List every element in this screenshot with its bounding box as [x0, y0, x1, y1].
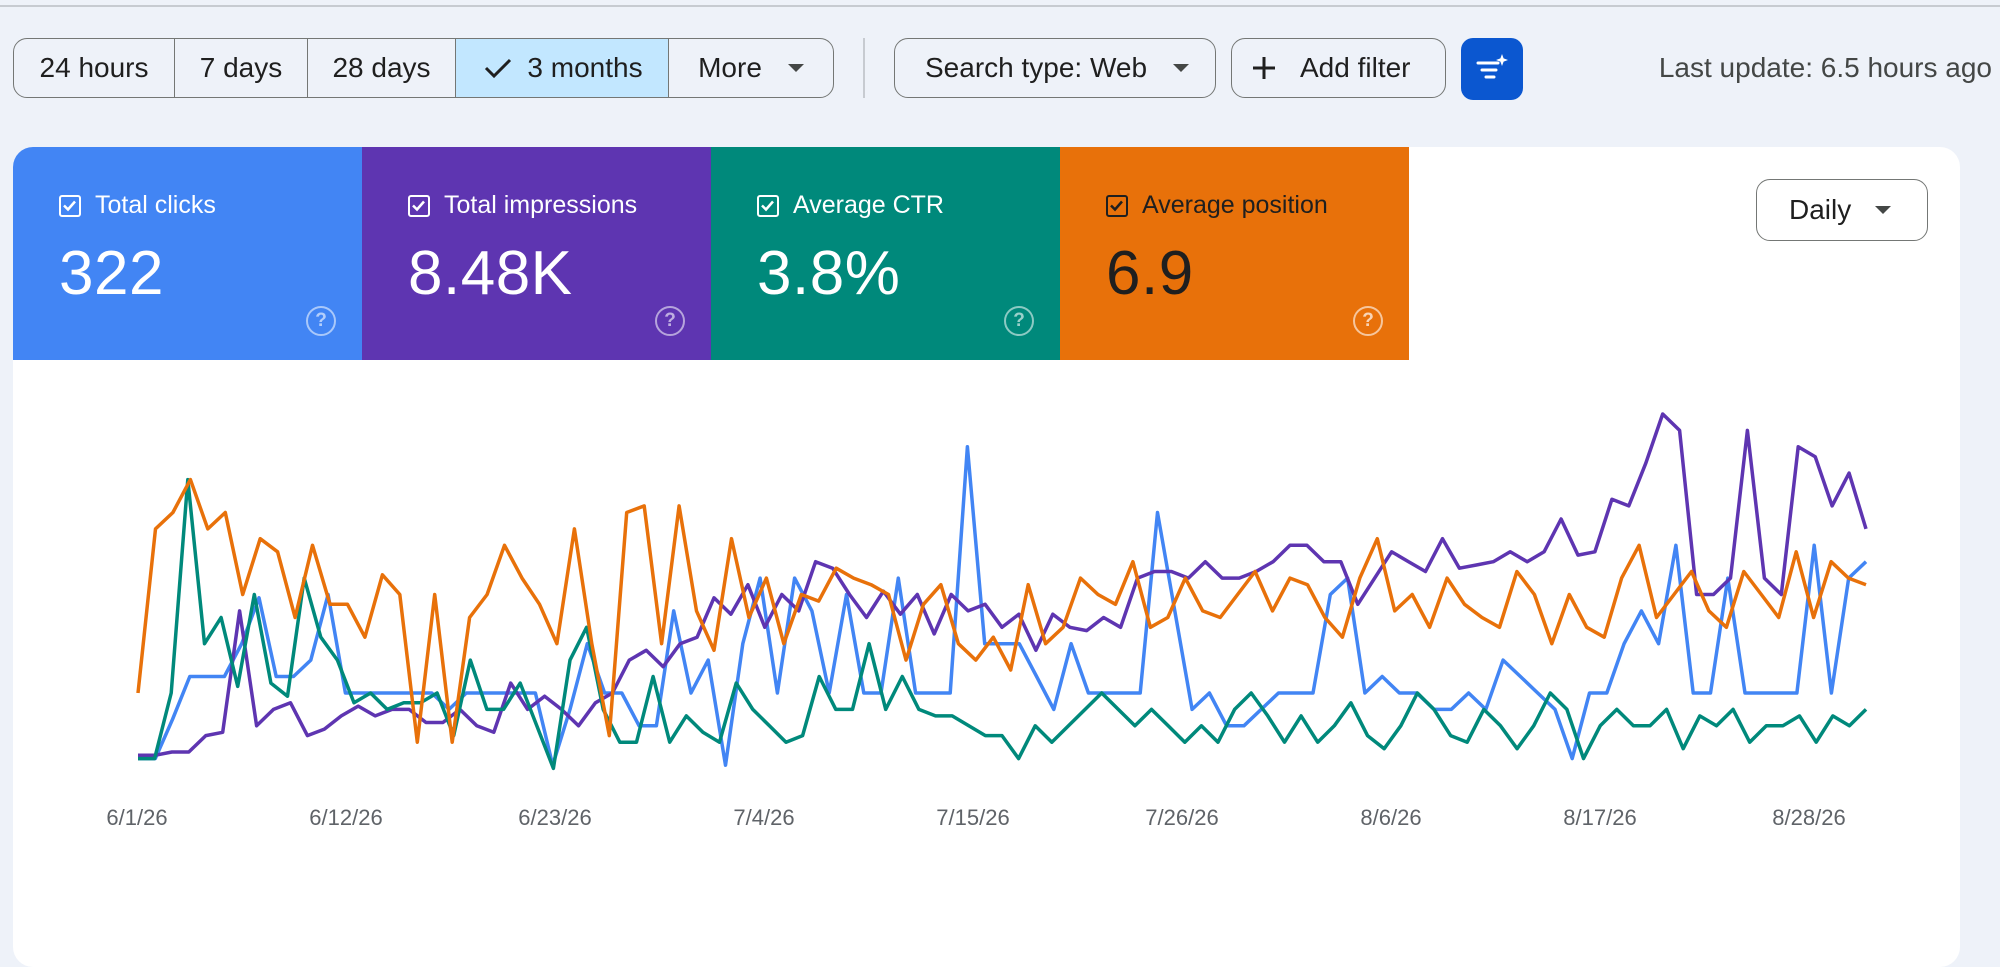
range-7-days[interactable]: 7 days: [175, 39, 308, 97]
top-divider: [0, 5, 2000, 7]
range-3-months-label: 3 months: [527, 52, 643, 83]
performance-chart: 6/1/26 6/12/26 6/23/26 7/4/26 7/15/26 7/26/26…: [106, 412, 1868, 830]
search-type-dropdown[interactable]: Search type: Web: [894, 38, 1216, 98]
range-more-label: More: [698, 52, 762, 83]
search-type-label: Search type: Web: [925, 52, 1148, 83]
checkbox-icon[interactable]: [408, 194, 430, 217]
granularity-dropdown[interactable]: Daily: [1756, 179, 1928, 241]
range-28-days[interactable]: 28 days: [308, 39, 456, 97]
series-line-average-ctr: [138, 477, 1868, 771]
check-icon: [485, 58, 512, 79]
help-icon[interactable]: ?: [1004, 306, 1034, 336]
sparkle-filter-icon: [1476, 54, 1508, 79]
help-icon[interactable]: ?: [655, 306, 685, 336]
metric-label: Average position: [1142, 191, 1328, 219]
x-tick-label: 7/15/26: [936, 805, 1009, 830]
series-line-average-position: [136, 477, 1867, 744]
performance-card: Total clicks 322 ? Total impressions 8.4…: [13, 147, 1960, 967]
x-tick-label: 6/12/26: [309, 805, 382, 830]
series-line-total-impressions: [138, 412, 1868, 758]
x-tick-label: 7/26/26: [1145, 805, 1218, 830]
metric-label: Total impressions: [444, 191, 638, 219]
metric-average-position[interactable]: Average position 6.9 ?: [1060, 147, 1409, 360]
metric-value: 8.48K: [408, 239, 573, 308]
checkbox-icon[interactable]: [757, 194, 779, 217]
range-3-months[interactable]: 3 months: [456, 39, 669, 97]
metric-total-impressions[interactable]: Total impressions 8.48K ?: [362, 147, 711, 360]
x-tick-label: 8/28/26: [1772, 805, 1845, 830]
range-24-hours[interactable]: 24 hours: [14, 39, 175, 97]
x-tick-label: 6/1/26: [106, 805, 167, 830]
plus-icon: [1253, 57, 1275, 79]
chevron-down-icon: [787, 64, 804, 72]
checkbox-icon[interactable]: [59, 194, 81, 217]
date-range-selector: 24 hours 7 days 28 days 3 months More: [13, 38, 834, 98]
help-icon[interactable]: ?: [1353, 306, 1383, 336]
x-tick-label: 7/4/26: [733, 805, 794, 830]
metric-average-ctr[interactable]: Average CTR 3.8% ?: [711, 147, 1060, 360]
toolbar-divider: [863, 38, 865, 98]
chevron-down-icon: [1173, 64, 1190, 72]
add-filter-button[interactable]: Add filter: [1231, 38, 1446, 98]
metric-label: Average CTR: [793, 191, 944, 219]
ai-filter-button[interactable]: [1461, 38, 1523, 100]
last-update-text: Last update: 6.5 hours ago: [1658, 52, 1992, 83]
x-tick-label: 6/23/26: [518, 805, 591, 830]
chevron-down-icon: [1875, 206, 1892, 214]
x-tick-label: 8/17/26: [1563, 805, 1636, 830]
checkbox-icon[interactable]: [1106, 194, 1128, 217]
toolbar: 24 hours 7 days 28 days 3 months More Se…: [0, 0, 2000, 120]
range-more-dropdown[interactable]: More: [669, 39, 833, 97]
metric-total-clicks[interactable]: Total clicks 322 ?: [13, 147, 362, 360]
metric-label: Total clicks: [95, 191, 216, 219]
metric-value: 6.9: [1106, 239, 1194, 308]
add-filter-label: Add filter: [1300, 52, 1411, 83]
help-icon[interactable]: ?: [306, 306, 336, 336]
metric-value: 3.8%: [757, 239, 901, 308]
x-tick-label: 8/6/26: [1360, 805, 1421, 830]
metric-value: 322: [59, 239, 164, 308]
granularity-label: Daily: [1789, 194, 1852, 225]
